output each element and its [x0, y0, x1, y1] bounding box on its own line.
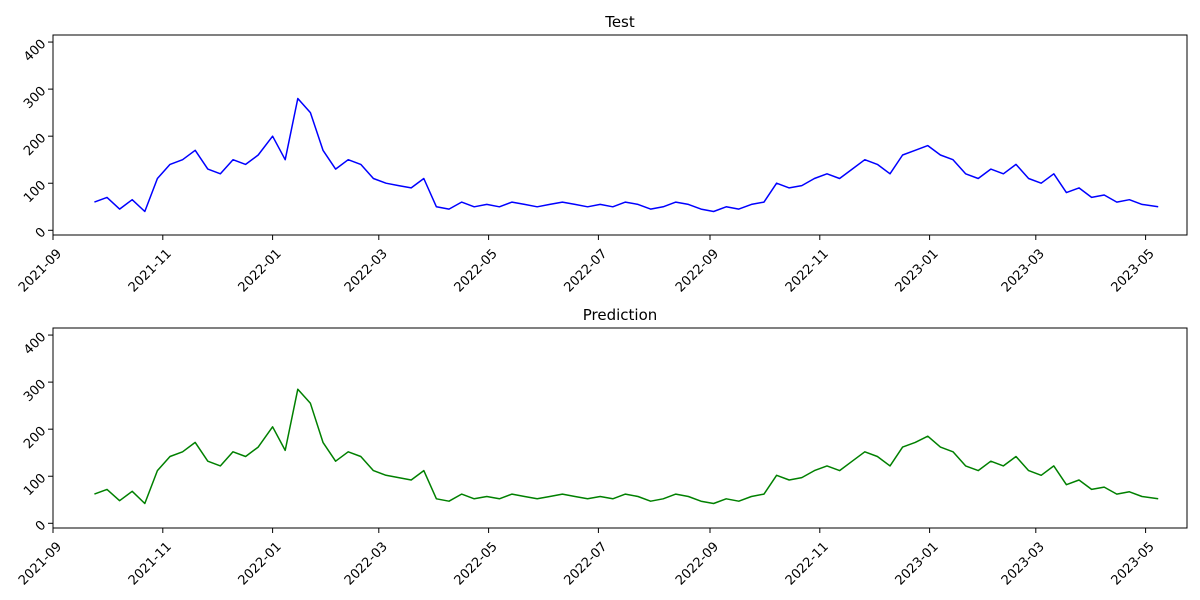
- x-tick-label: 2021-09: [16, 539, 65, 588]
- x-tick-label: 2023-03: [999, 246, 1048, 295]
- x-tick-label: 2023-01: [893, 246, 942, 295]
- y-tick-label: 400: [21, 37, 49, 65]
- x-tick-label: 2022-03: [342, 246, 391, 295]
- x-tick-label: 2022-07: [561, 246, 610, 295]
- y-tick-label: 400: [21, 330, 49, 358]
- y-tick-label: 100: [21, 471, 49, 499]
- x-tick-label: 2022-05: [452, 246, 501, 295]
- x-tick-label: 2021-11: [126, 539, 175, 588]
- x-tick-label: 2021-09: [16, 246, 65, 295]
- y-tick-label: 0: [33, 518, 49, 534]
- chart-title-test: Test: [604, 13, 635, 31]
- x-tick-label: 2022-07: [561, 539, 610, 588]
- x-tick-label: 2021-11: [126, 246, 175, 295]
- plot-panel-0: 0 100 200 300 400 2021-09 2021-11 2022-01 2022-0…: [16, 34, 1188, 295]
- y-tick-label: 200: [21, 424, 49, 452]
- y-tick-label: 300: [21, 84, 49, 112]
- x-tick-label: 2022-11: [783, 539, 832, 588]
- y-tick-label: 200: [21, 131, 49, 159]
- axes-frame: [52, 327, 1188, 529]
- x-tick-label: 2022-01: [236, 539, 285, 588]
- x-tick-label: 2022-05: [452, 539, 501, 588]
- y-tick-label: 0: [33, 225, 49, 241]
- x-tick-label: 2022-03: [342, 539, 391, 588]
- series-line-0: [94, 97, 1159, 213]
- x-tick-label: 2022-09: [673, 246, 722, 295]
- plot-panel-1: 0 100 200 300 400 2021-09 2021-11 2022-01 2022-0…: [16, 327, 1188, 588]
- x-tick-label: 2023-05: [1109, 246, 1158, 295]
- x-tick-label: 2022-11: [783, 246, 832, 295]
- x-tick-label: 2023-01: [893, 539, 942, 588]
- axes-frame: [52, 34, 1188, 236]
- series-line-1: [94, 388, 1159, 505]
- y-tick-label: 100: [21, 178, 49, 206]
- x-tick-label: 2023-05: [1109, 539, 1158, 588]
- x-tick-label: 2023-03: [999, 539, 1048, 588]
- x-tick-label: 2022-01: [236, 246, 285, 295]
- chart-title-prediction: Prediction: [583, 306, 658, 324]
- x-tick-label: 2022-09: [673, 539, 722, 588]
- y-tick-label: 300: [21, 377, 49, 405]
